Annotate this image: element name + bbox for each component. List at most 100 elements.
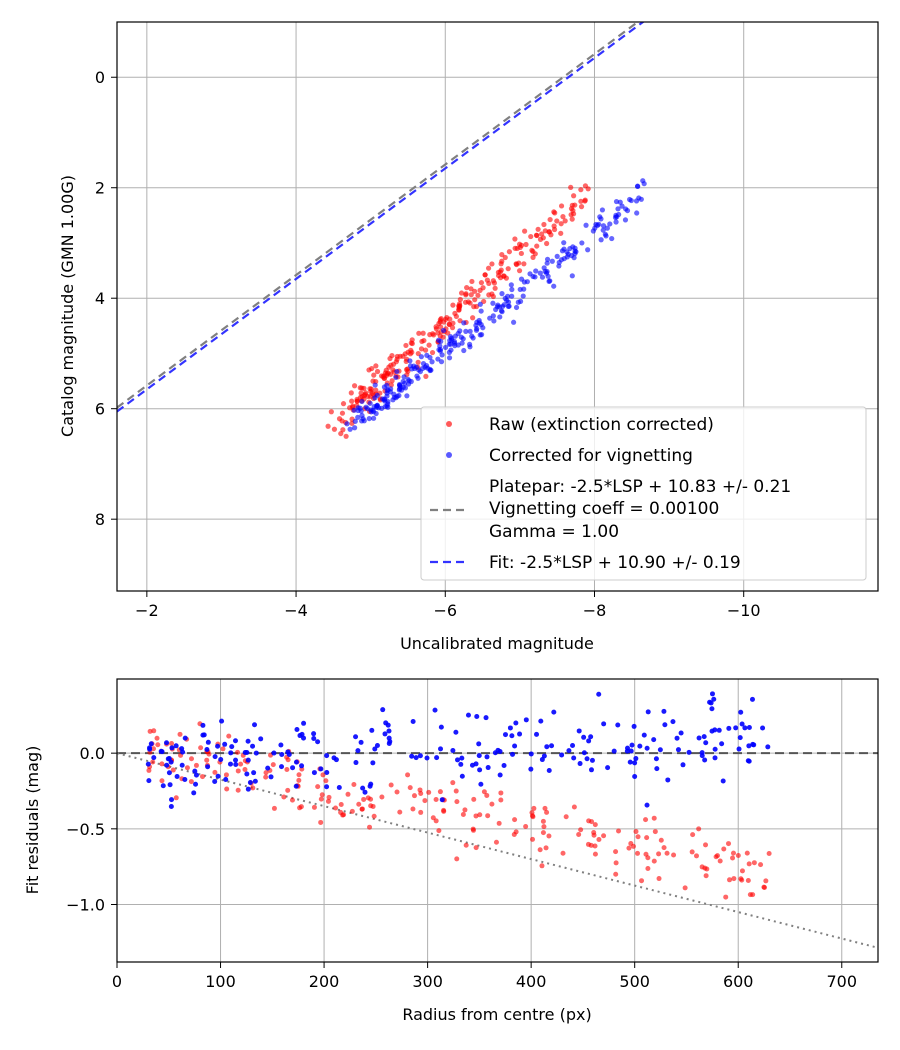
raw-residual-point	[365, 795, 371, 801]
raw-residual-point	[146, 767, 152, 773]
corrected-point	[438, 338, 444, 345]
corrected-residual-point	[252, 778, 258, 784]
raw-residual-point	[418, 791, 424, 797]
raw-residual-point	[150, 746, 156, 752]
legend-raw-label: Raw (extinction corrected)	[489, 415, 714, 435]
residuals-y-tick-label: 0.0	[80, 744, 105, 763]
corrected-point	[615, 206, 621, 212]
corrected-residual-point	[315, 739, 321, 745]
raw-residual-point	[188, 756, 194, 762]
corrected-residual-point	[665, 777, 671, 783]
corrected-residual-point	[709, 706, 715, 712]
calibration-x-tick-label: −8	[583, 601, 607, 620]
raw-residual-point	[463, 842, 469, 848]
corrected-residual-point	[293, 759, 299, 765]
corrected-residual-point	[765, 744, 771, 750]
raw-residual-point	[726, 841, 732, 847]
raw-residual-point	[766, 850, 772, 856]
raw-residual-point	[635, 834, 641, 840]
raw-residual-point	[489, 801, 495, 807]
corrected-residual-point	[726, 725, 732, 731]
raw-residual-point	[325, 798, 331, 804]
raw-residual-point	[682, 885, 688, 891]
corrected-point	[623, 206, 629, 212]
corrected-residual-point	[631, 723, 637, 729]
raw-residual-point	[689, 849, 695, 855]
corrected-residual-point	[485, 765, 491, 771]
corrected-point	[459, 340, 465, 346]
corrected-residual-point	[290, 765, 296, 771]
corrected-residual-point	[742, 725, 748, 731]
corrected-residual-point	[627, 759, 633, 765]
raw-point	[340, 401, 347, 407]
corrected-residual-point	[250, 743, 256, 749]
corrected-point	[619, 203, 625, 209]
corrected-residual-point	[299, 763, 305, 769]
corrected-residual-point	[513, 720, 519, 726]
corrected-point	[539, 274, 546, 280]
corrected-residual-point	[318, 766, 324, 772]
corrected-residual-point	[588, 767, 594, 773]
corrected-point	[598, 216, 604, 222]
raw-point	[381, 373, 387, 379]
raw-point	[514, 245, 520, 252]
raw-point	[328, 409, 334, 415]
raw-point	[387, 371, 394, 377]
corrected-point	[396, 381, 403, 388]
corrected-point	[393, 374, 399, 381]
corrected-residual-point	[645, 709, 651, 715]
raw-residual-point	[433, 797, 439, 803]
raw-point	[513, 261, 520, 268]
corrected-residual-point	[439, 797, 445, 803]
raw-point	[363, 390, 369, 396]
corrected-residual-point	[223, 776, 229, 782]
raw-residual-point	[730, 850, 736, 856]
raw-residual-point	[586, 818, 592, 824]
raw-residual-point	[745, 877, 751, 883]
corrected-residual-point	[278, 742, 284, 748]
corrected-residual-point	[232, 738, 238, 744]
raw-point	[477, 287, 483, 293]
raw-point	[343, 433, 349, 439]
raw-point	[456, 301, 463, 307]
corrected-point	[438, 359, 445, 365]
corrected-point	[352, 425, 358, 431]
raw-residual-point	[150, 759, 156, 765]
corrected-residual-point	[227, 761, 233, 767]
raw-point	[578, 203, 585, 210]
corrected-point	[446, 341, 452, 347]
corrected-point	[352, 418, 358, 424]
corrected-point	[477, 332, 483, 338]
raw-point	[578, 198, 584, 204]
corrected-point	[446, 355, 453, 361]
raw-residual-point	[714, 853, 720, 859]
raw-residual-point	[560, 850, 566, 856]
raw-residual-point	[661, 845, 667, 851]
corrected-residual-point	[712, 746, 718, 752]
corrected-residual-point	[233, 757, 239, 763]
corrected-point	[517, 286, 523, 293]
residuals-ticks: 0 100 200 300 400 500 600 700 0.0 −0.5 −1.0	[66, 744, 857, 991]
raw-point	[516, 268, 523, 274]
corrected-point	[463, 328, 469, 334]
raw-point	[416, 330, 422, 336]
corrected-residual-point	[507, 725, 513, 731]
raw-point	[457, 318, 463, 324]
corrected-residual-point	[517, 731, 523, 737]
raw-residual-point	[351, 781, 357, 787]
corrected-residual-point	[737, 735, 743, 741]
raw-residual-point	[318, 819, 324, 825]
calibration-fit-lines	[117, 22, 645, 413]
corrected-point	[401, 374, 407, 380]
raw-residual-point	[744, 850, 750, 856]
raw-point	[465, 299, 471, 305]
raw-point	[403, 342, 409, 349]
corrected-residual-point	[455, 757, 461, 763]
corrected-residual-point	[701, 734, 707, 740]
raw-residual-point	[460, 811, 466, 817]
raw-residual-point	[473, 845, 479, 851]
raw-point	[429, 349, 436, 356]
calibration-plot-frame	[116, 21, 879, 592]
raw-point	[359, 394, 365, 400]
raw-point	[505, 266, 511, 272]
